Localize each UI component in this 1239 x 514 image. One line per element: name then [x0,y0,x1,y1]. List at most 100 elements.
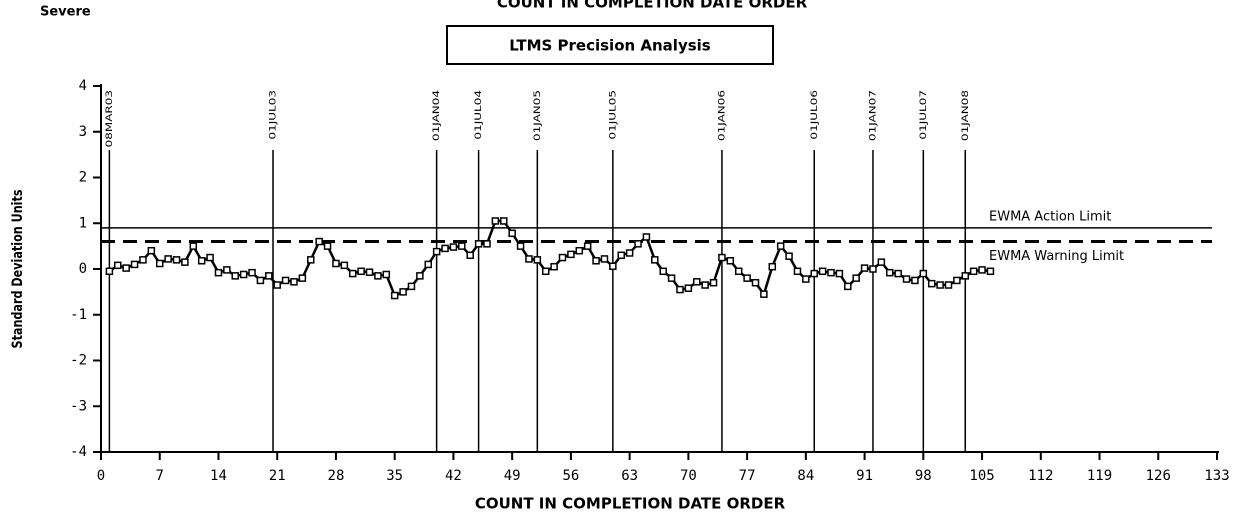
point [609,262,617,271]
y-axis-label: Standard Deviation Units [9,190,26,349]
point [793,267,802,276]
point [256,276,265,285]
point [424,260,432,269]
point [114,261,122,270]
point [525,255,533,263]
point [164,255,172,263]
point [751,278,760,287]
point [651,256,659,264]
point [701,281,709,289]
point [197,257,206,265]
reference-label: 01JAN05 [532,90,542,141]
reference-label: 01JUL06 [809,90,819,140]
reference-label: 01JUL04 [474,90,484,140]
x-tick-label: 14 [210,468,227,484]
point [541,267,550,276]
point [659,267,667,276]
point [348,269,357,278]
y-tick-label: 1 [79,215,87,231]
series-line [108,219,991,298]
point [785,252,793,260]
point [936,281,944,289]
reference-label: 01JAN04 [432,90,442,141]
point [919,269,928,278]
point [818,267,827,276]
point [315,237,323,246]
point [508,229,516,238]
point [634,240,642,248]
point [399,288,407,296]
point [886,268,894,277]
point [617,251,625,260]
chart-title: LTMS Precision Analysis [509,37,711,55]
point [265,272,273,280]
y-tick-label: -1 [70,307,87,323]
point [592,257,600,265]
point [718,253,726,262]
title-box [446,25,774,65]
reference-label: 01JUL05 [608,90,618,139]
y-tick-label: 2 [79,170,87,186]
point [390,291,399,300]
point [625,249,634,257]
point [516,242,525,250]
y-tick-label: -2 [70,353,87,369]
reference-label: 08MAR03 [104,90,114,147]
point [105,267,114,276]
y-tick-label: -4 [70,444,87,460]
point [214,268,223,277]
point [290,278,298,286]
x-tick-label: 112 [1028,468,1053,484]
x-tick-label: 91 [856,468,873,484]
x-tick-label: 84 [797,468,814,484]
point [441,244,449,253]
point [583,242,592,250]
point [600,255,609,263]
point [743,274,751,282]
x-tick-label: 7 [156,468,164,484]
point [827,268,835,277]
y-tick-label: 4 [79,78,87,94]
point [760,290,768,298]
point [726,257,735,265]
point [944,281,953,289]
x-tick-label: 133 [1204,468,1229,484]
point [575,246,584,255]
point [155,259,164,268]
x-tick-label: 105 [969,468,994,484]
point [969,267,978,276]
point [122,264,130,272]
point [768,262,777,271]
x-tick-label: 28 [328,468,345,484]
x-tick-label: 119 [1087,468,1112,484]
point [407,282,416,291]
point [239,270,248,279]
point [416,272,424,280]
point [458,242,466,250]
x-tick-label: 56 [562,468,579,484]
point [667,274,676,282]
point [911,276,919,285]
point [172,256,181,264]
point [298,274,307,282]
x-tick-label: 98 [915,468,932,484]
point [307,256,315,264]
x-axis-label: COUNT IN COMPLETION DATE ORDER [475,495,786,513]
x-tick-label: 70 [680,468,697,484]
point [449,243,458,251]
limit-label: EWMA Warning Limit [989,249,1124,264]
header-left: Severe [40,5,91,20]
point [894,269,902,278]
reference-label: 01JAN08 [960,90,970,141]
point [776,242,785,250]
point [978,266,986,274]
point [642,233,651,241]
point [248,268,256,277]
point [684,284,693,292]
y-tick-label: 0 [79,261,87,277]
point [130,260,139,269]
point [869,265,877,273]
x-tick-label: 35 [386,468,403,484]
point [323,242,332,250]
point [877,258,886,266]
